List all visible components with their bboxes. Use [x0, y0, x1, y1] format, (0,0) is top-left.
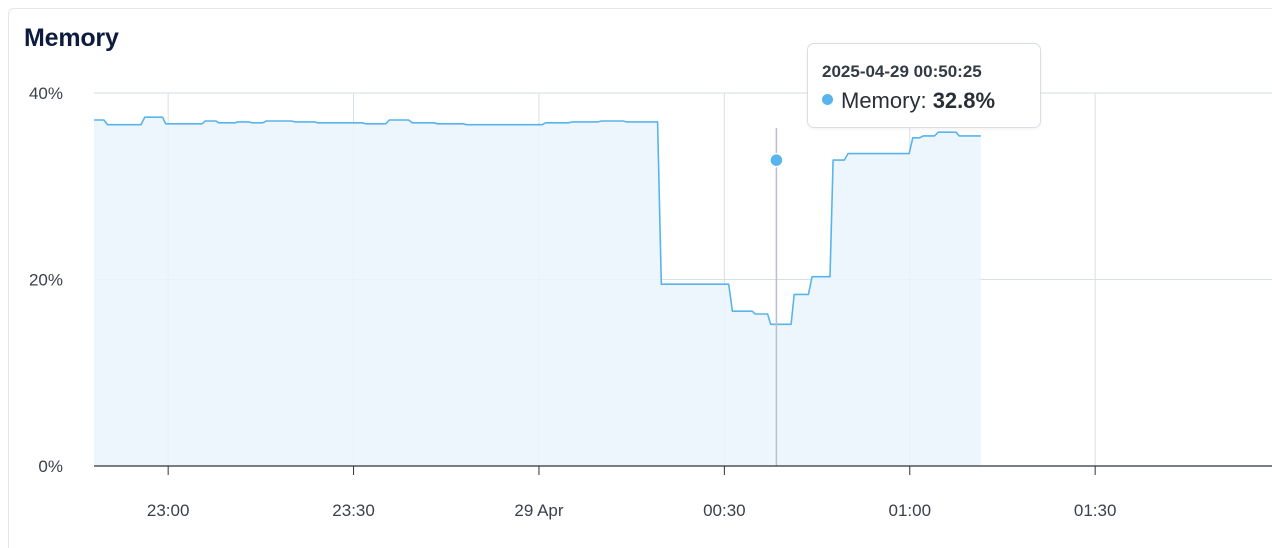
chart-tooltip: 2025-04-29 00:50:25 Memory: 32.8%: [807, 43, 1041, 128]
memory-area-fill: [94, 117, 981, 466]
memory-series-line: [94, 116, 981, 326]
x-axis-ticks: 23:00 23:30 29 Apr 00:30 01:00 01:30: [147, 466, 1117, 520]
x-tick-label: 23:30: [332, 501, 375, 520]
x-tick-label: 01:00: [888, 501, 931, 520]
y-tick-label: 40%: [29, 84, 63, 103]
y-axis-ticks: 0% 20% 40%: [29, 84, 63, 476]
x-tick-label: 29 Apr: [514, 501, 563, 520]
x-tick-label: 23:00: [147, 501, 190, 520]
y-tick-label: 0%: [38, 457, 63, 476]
panel-title: Memory: [24, 24, 119, 52]
tooltip-value: 32.8%: [932, 88, 996, 113]
x-tick-label: 01:30: [1074, 501, 1117, 520]
tooltip-series-row: Memory: 32.8%: [822, 88, 995, 114]
series-color-dot: [822, 94, 833, 105]
tooltip-timestamp: 2025-04-29 00:50:25: [822, 62, 982, 81]
y-tick-label: 20%: [29, 271, 63, 290]
memory-chart[interactable]: 0% 20% 40% 23:00 23:30 29 Apr 00:30 01:00 01:30: [0, 0, 1272, 536]
tooltip-series-label: Memory:: [841, 88, 933, 113]
x-tick-label: 00:30: [703, 501, 746, 520]
hover-data-point: [769, 152, 784, 168]
